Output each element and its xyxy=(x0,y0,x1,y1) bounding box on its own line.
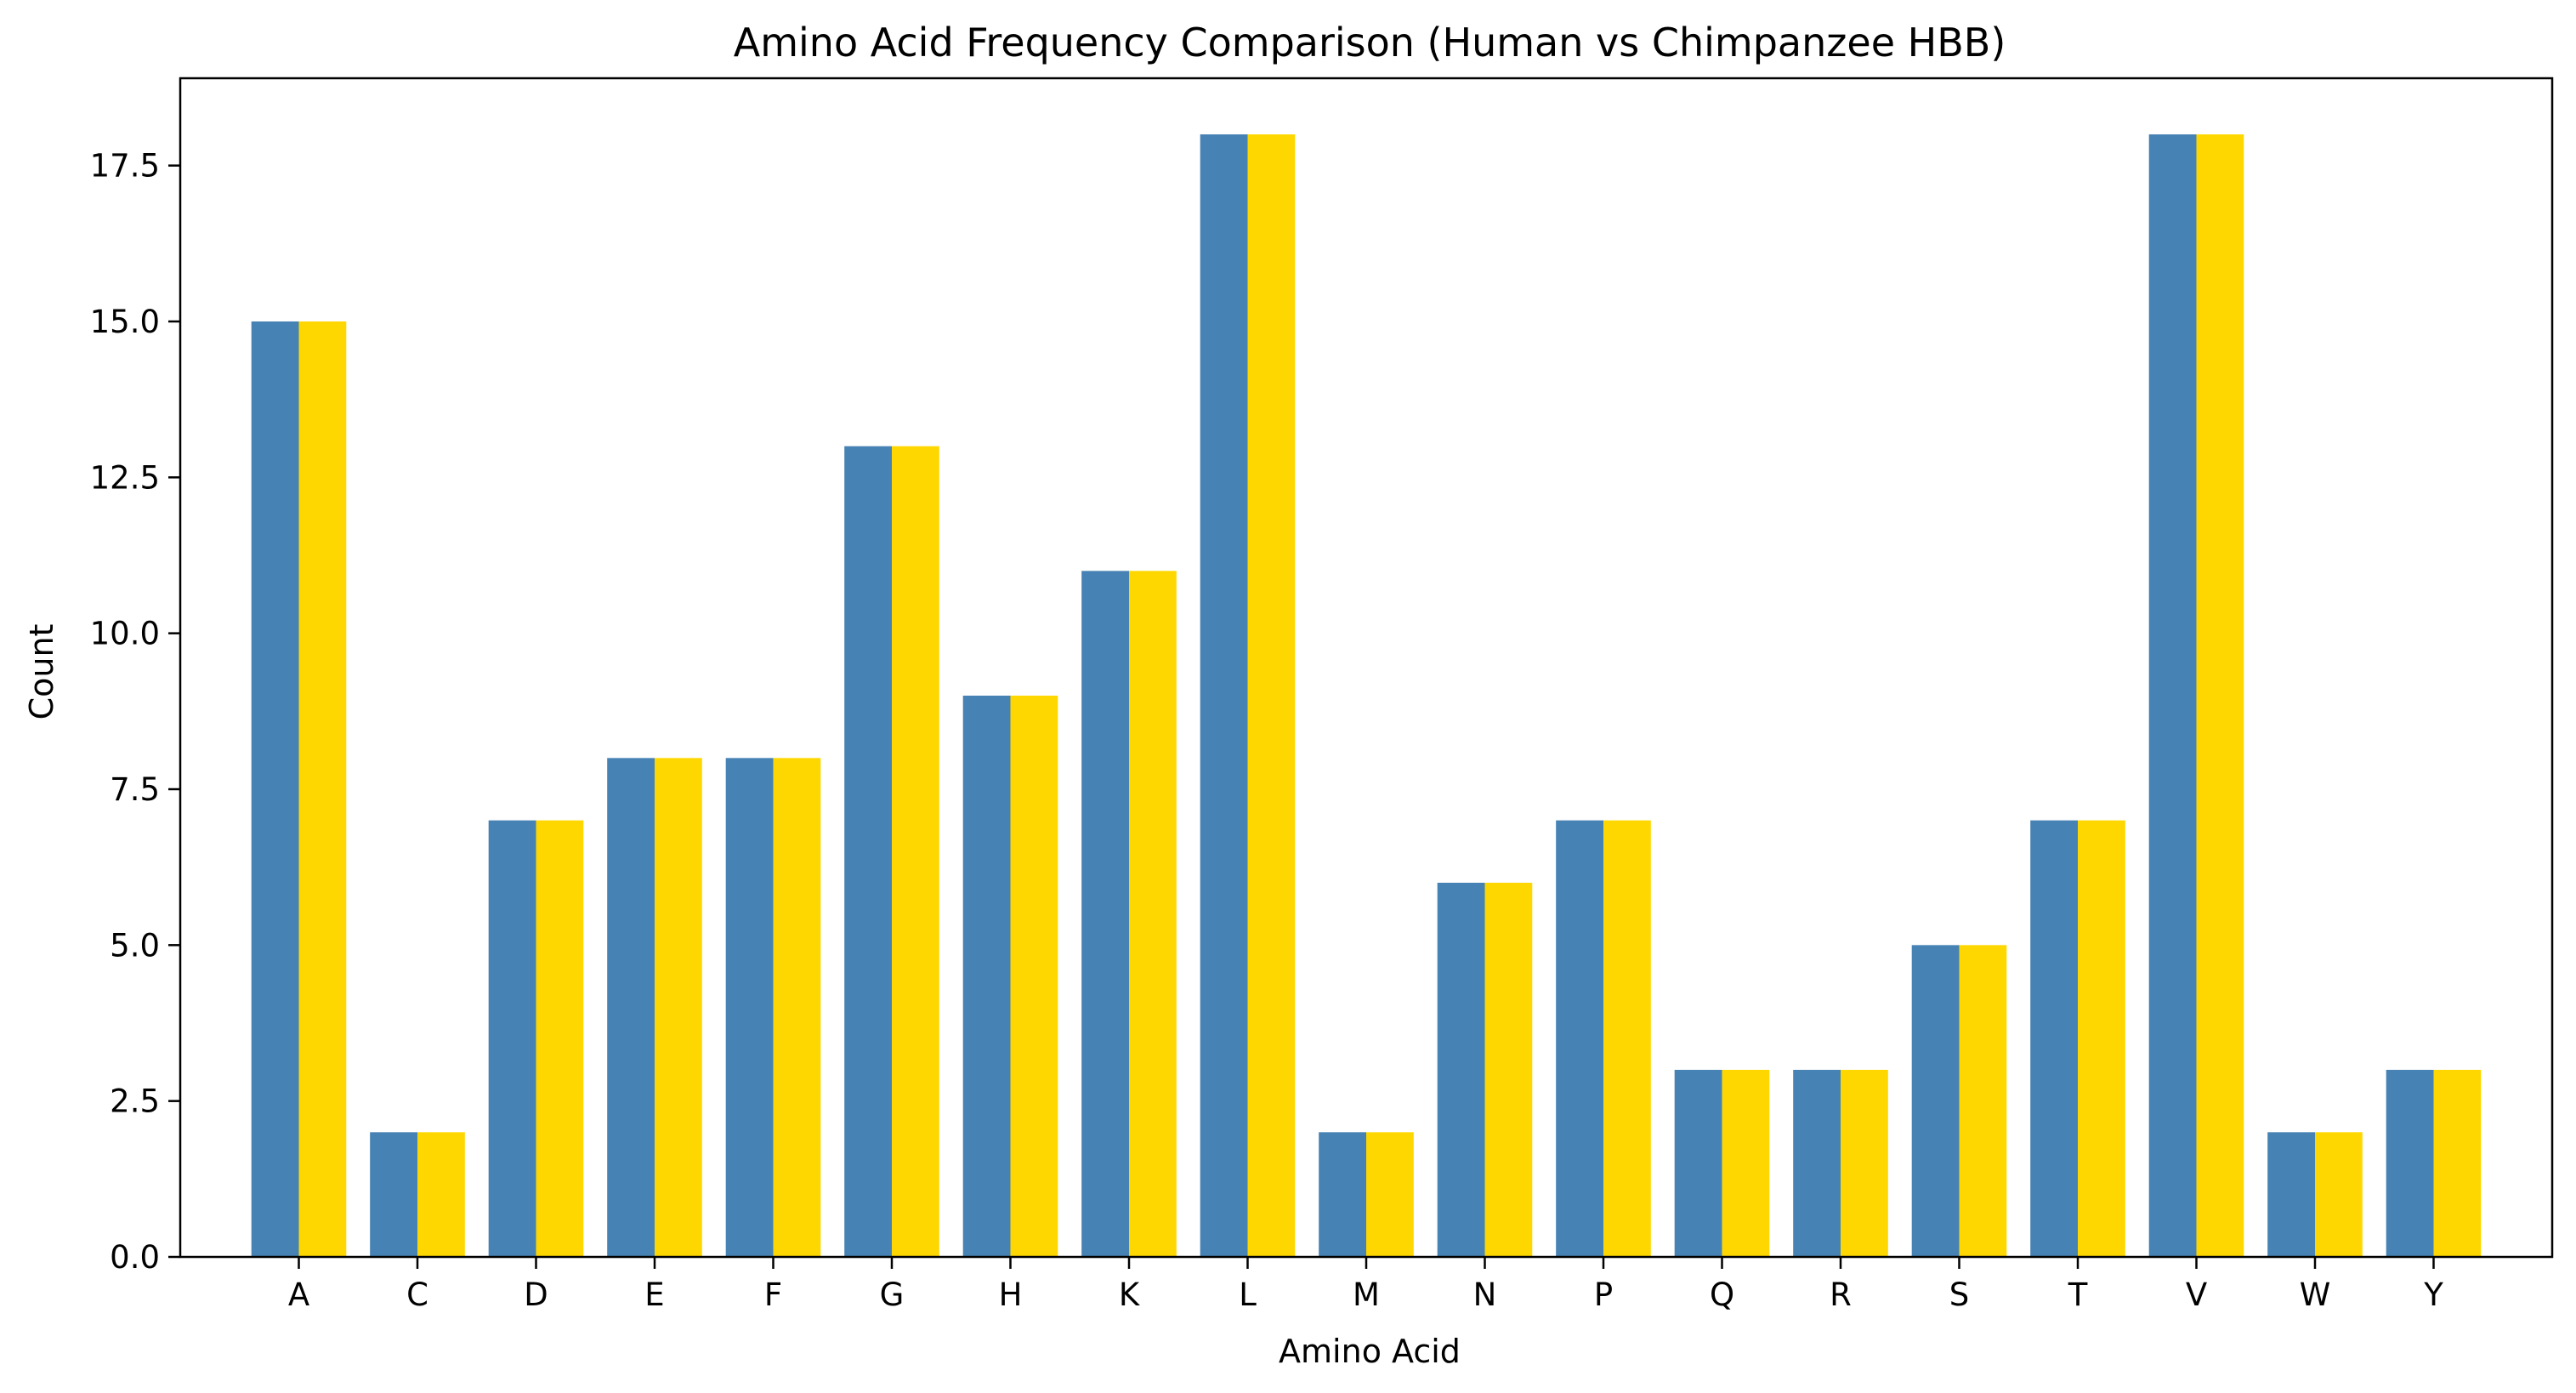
x-tick-label-S: S xyxy=(1949,1276,1970,1313)
x-tick-label-A: A xyxy=(288,1276,309,1313)
bar-P-series-1 xyxy=(1556,820,1603,1257)
bar-G-series-2 xyxy=(892,446,939,1257)
y-tick-label: 17.5 xyxy=(90,148,160,185)
chart-title: Amino Acid Frequency Comparison (Human v… xyxy=(734,20,2006,65)
bar-T-series-1 xyxy=(2030,820,2078,1257)
x-tick-label-R: R xyxy=(1830,1276,1852,1313)
x-tick-label-E: E xyxy=(644,1276,664,1313)
y-axis-label: Count xyxy=(23,624,60,720)
bar-P-series-2 xyxy=(1603,820,1651,1257)
y-tick-label: 7.5 xyxy=(110,771,160,808)
x-tick-label-M: M xyxy=(1353,1276,1380,1313)
x-tick-label-D: D xyxy=(524,1276,548,1313)
bar-L-series-2 xyxy=(1247,134,1296,1257)
bar-R-series-1 xyxy=(1793,1070,1841,1257)
bar-H-series-2 xyxy=(1010,696,1058,1257)
bar-Q-series-2 xyxy=(1722,1070,1770,1257)
bar-F-series-2 xyxy=(773,758,821,1257)
x-tick-label-Y: Y xyxy=(2423,1276,2443,1313)
bar-A-series-2 xyxy=(298,321,347,1257)
x-tick-label-T: T xyxy=(2068,1276,2088,1313)
bar-K-series-1 xyxy=(1081,571,1129,1257)
x-tick-label-G: G xyxy=(880,1276,905,1313)
y-tick-label: 5.0 xyxy=(110,927,160,964)
x-tick-label-C: C xyxy=(406,1276,428,1313)
x-tick-label-H: H xyxy=(999,1276,1023,1313)
y-tick-label: 0.0 xyxy=(110,1239,160,1276)
y-tick-label: 10.0 xyxy=(90,616,160,652)
x-tick-label-W: W xyxy=(2300,1276,2331,1313)
bar-V-series-2 xyxy=(2196,134,2244,1257)
x-tick-label-V: V xyxy=(2186,1276,2207,1313)
bar-D-series-2 xyxy=(536,820,584,1257)
bar-C-series-1 xyxy=(370,1132,417,1257)
x-tick-label-L: L xyxy=(1239,1276,1257,1313)
x-tick-label-P: P xyxy=(1594,1276,1613,1313)
bar-Q-series-1 xyxy=(1674,1070,1722,1257)
bar-R-series-2 xyxy=(1841,1070,1888,1257)
bar-T-series-2 xyxy=(2078,820,2125,1257)
y-tick-label: 2.5 xyxy=(110,1083,160,1120)
x-tick-label-F: F xyxy=(764,1276,782,1313)
bar-V-series-1 xyxy=(2148,134,2197,1257)
bar-N-series-1 xyxy=(1437,883,1485,1257)
y-tick-label: 12.5 xyxy=(90,459,160,496)
x-tick-label-Q: Q xyxy=(1710,1276,1734,1313)
bar-E-series-2 xyxy=(655,758,702,1257)
bar-A-series-1 xyxy=(251,321,299,1257)
y-tick-label: 15.0 xyxy=(90,304,160,340)
bar-H-series-1 xyxy=(962,696,1011,1257)
bar-M-series-1 xyxy=(1319,1132,1366,1257)
bar-N-series-2 xyxy=(1484,883,1533,1257)
x-tick-label-N: N xyxy=(1473,1276,1497,1313)
bar-D-series-1 xyxy=(488,820,536,1257)
x-tick-label-K: K xyxy=(1119,1276,1141,1313)
bar-W-series-2 xyxy=(2315,1132,2363,1257)
x-axis-label: Amino Acid xyxy=(1279,1333,1461,1370)
bar-S-series-2 xyxy=(1959,945,2007,1257)
bar-K-series-2 xyxy=(1129,571,1177,1257)
bar-E-series-1 xyxy=(607,758,655,1257)
bar-Y-series-1 xyxy=(2386,1070,2434,1257)
bar-F-series-1 xyxy=(725,758,774,1257)
y-axis: 0.0 2.5 5.0 7.5 10.0 12.5 15.0 17.5 xyxy=(90,148,180,1276)
bar-W-series-1 xyxy=(2267,1132,2315,1257)
bar-L-series-1 xyxy=(1200,134,1248,1257)
bar-S-series-1 xyxy=(1911,945,1960,1257)
bar-C-series-2 xyxy=(417,1132,465,1257)
bar-M-series-2 xyxy=(1366,1132,1414,1257)
bars-layer xyxy=(251,134,2482,1257)
bar-G-series-1 xyxy=(844,446,892,1257)
bar-Y-series-2 xyxy=(2433,1070,2482,1257)
